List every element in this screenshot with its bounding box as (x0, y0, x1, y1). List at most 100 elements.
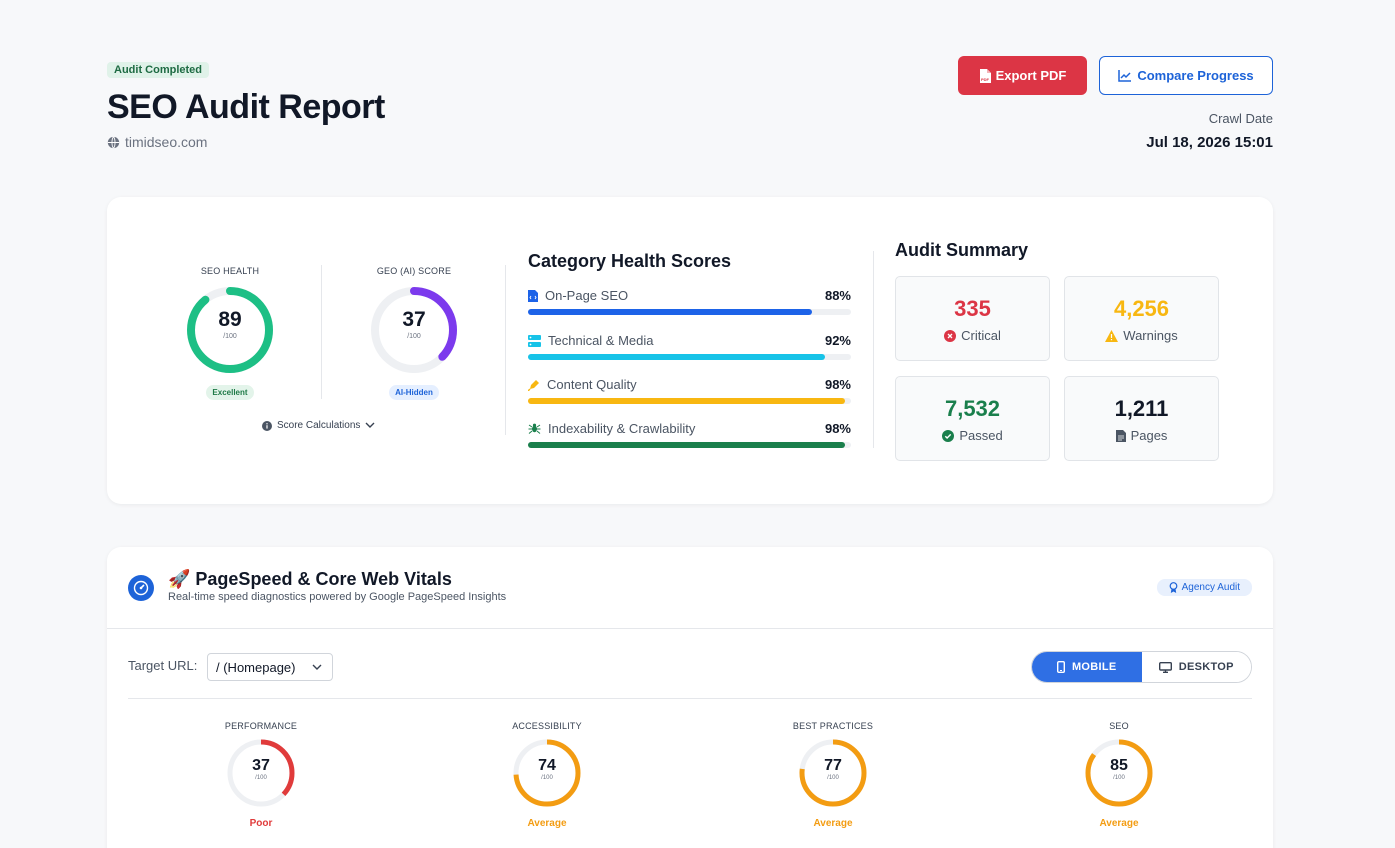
summary-divider (873, 251, 874, 448)
error-circle-icon (944, 329, 957, 342)
metric-denom: /100 (255, 775, 267, 781)
category-health-title: Category Health Scores (528, 251, 732, 271)
metric-denom: /100 (827, 775, 839, 781)
target-url-select[interactable]: / (Homepage) (207, 653, 333, 681)
warnings-stat[interactable]: 4,256 Warnings (1064, 276, 1219, 361)
critical-stat[interactable]: 335 Critical (895, 276, 1050, 361)
geo-score-label: GEO (AI) SCORE (376, 266, 452, 276)
seo-health-ring (187, 287, 273, 373)
seo-health-status: Excellent (206, 385, 254, 400)
page-title: SEO Audit Report (107, 88, 385, 126)
category-row-content: Content Quality 98% (528, 377, 851, 404)
category-percent: 98% (824, 377, 851, 392)
metric-ring (799, 739, 867, 807)
geo-score-status: AI-Hidden (389, 385, 439, 400)
pagespeed-card: 🚀 PageSpeed & Core Web Vitals Real-time … (107, 547, 1273, 848)
export-pdf-button[interactable]: PDF Export PDF (958, 56, 1087, 95)
overview-card: SEO HEALTH 89 /100 Excellent GEO (AI) SC… (107, 197, 1273, 504)
target-url-value: / (Homepage) (216, 659, 296, 675)
category-label: Indexability & Crawlability (548, 421, 696, 436)
desktop-monitor-icon (1158, 661, 1172, 673)
crawl-date-label: Crawl Date (1208, 111, 1273, 126)
geo-score-value: 37 (402, 308, 426, 331)
score-calculations-toggle[interactable]: Score Calculations (262, 420, 375, 431)
audit-status-badge: Audit Completed (107, 62, 209, 78)
category-label: Content Quality (547, 377, 637, 392)
line-chart-icon (1118, 69, 1132, 82)
audit-summary-title: Audit Summary (895, 240, 1029, 260)
pen-icon (528, 379, 539, 391)
seo-gauge: SEO 85 /100 Average (1049, 721, 1189, 829)
mobile-phone-icon (1056, 661, 1065, 673)
metric-label: ACCESSIBILITY (512, 721, 582, 731)
metric-ring (1085, 739, 1153, 807)
metric-value: 77 (824, 757, 842, 774)
metric-status: Average (527, 818, 567, 829)
category-label: On-Page SEO (545, 288, 629, 303)
desktop-label: DESKTOP (1178, 661, 1234, 673)
category-row-technical: Technical & Media 92% (528, 333, 851, 360)
category-percent: 98% (824, 421, 851, 436)
geo-score-ring (371, 287, 457, 373)
svg-text:PDF: PDF (981, 77, 990, 82)
pagespeed-inner-divider (128, 698, 1252, 699)
geo-score-gauge: GEO (AI) SCORE 37 /100 AI-Hidden (354, 266, 474, 400)
pagespeed-header-divider (107, 628, 1273, 629)
document-icon (1115, 429, 1126, 442)
domain-text: timidseo.com (125, 134, 208, 150)
category-bar (528, 398, 845, 404)
globe-icon (107, 135, 120, 149)
category-bar (528, 354, 826, 360)
geo-score-denom: /100 (407, 333, 421, 340)
target-url-label: Target URL: (128, 658, 198, 673)
seo-health-value: 89 (218, 308, 242, 331)
check-circle-icon (942, 429, 955, 442)
passed-count: 7,532 (944, 396, 1001, 421)
warnings-count: 4,256 (1113, 296, 1170, 321)
metric-label: SEO (1109, 721, 1129, 731)
metric-value: 74 (538, 757, 556, 774)
pagespeed-title: 🚀 PageSpeed & Core Web Vitals (168, 569, 452, 589)
chevron-down-icon (312, 664, 322, 670)
category-row-on-page: On-Page SEO 88% (528, 288, 851, 315)
mobile-toggle-button[interactable]: MOBILE (1032, 652, 1142, 682)
section-divider (505, 265, 506, 435)
award-icon (1169, 582, 1178, 593)
server-icon (528, 334, 541, 347)
info-icon (262, 420, 272, 431)
code-file-icon (528, 289, 538, 302)
pagespeed-subtitle: Real-time speed diagnostics powered by G… (168, 591, 507, 603)
metric-denom: /100 (1113, 775, 1125, 781)
best-practices-gauge: BEST PRACTICES 77 /100 Average (763, 721, 903, 829)
metric-ring (227, 739, 295, 807)
pdf-file-icon: PDF (979, 68, 991, 83)
speedometer-icon (128, 575, 154, 601)
critical-count: 335 (954, 296, 991, 321)
passed-stat[interactable]: 7,532 Passed (895, 376, 1050, 461)
compare-progress-label: Compare Progress (1137, 68, 1254, 83)
performance-gauge: PERFORMANCE 37 /100 Poor (191, 721, 331, 829)
seo-health-gauge: SEO HEALTH 89 /100 Excellent (170, 266, 290, 400)
critical-label: Critical (961, 328, 1001, 343)
seo-health-denom: /100 (223, 333, 237, 340)
site-domain: timidseo.com (107, 134, 207, 150)
passed-label: Passed (959, 428, 1003, 443)
metric-label: PERFORMANCE (224, 721, 298, 731)
metric-ring (513, 739, 581, 807)
agency-audit-badge: Agency Audit (1156, 579, 1252, 596)
metric-label: BEST PRACTICES (792, 721, 874, 731)
desktop-toggle-button[interactable]: DESKTOP (1141, 652, 1251, 682)
warning-triangle-icon (1105, 329, 1119, 342)
metric-status: Poor (249, 818, 273, 829)
category-percent: 88% (824, 288, 851, 303)
pages-stat[interactable]: 1,211 Pages (1064, 376, 1219, 461)
spider-icon (528, 423, 541, 434)
category-bar (528, 442, 845, 448)
pages-count: 1,211 (1114, 396, 1169, 421)
pages-label: Pages (1130, 428, 1168, 443)
metric-denom: /100 (541, 775, 553, 781)
chevron-down-icon (365, 422, 375, 428)
compare-progress-button[interactable]: Compare Progress (1099, 56, 1273, 95)
category-bar (528, 309, 813, 315)
metric-value: 37 (252, 757, 270, 774)
